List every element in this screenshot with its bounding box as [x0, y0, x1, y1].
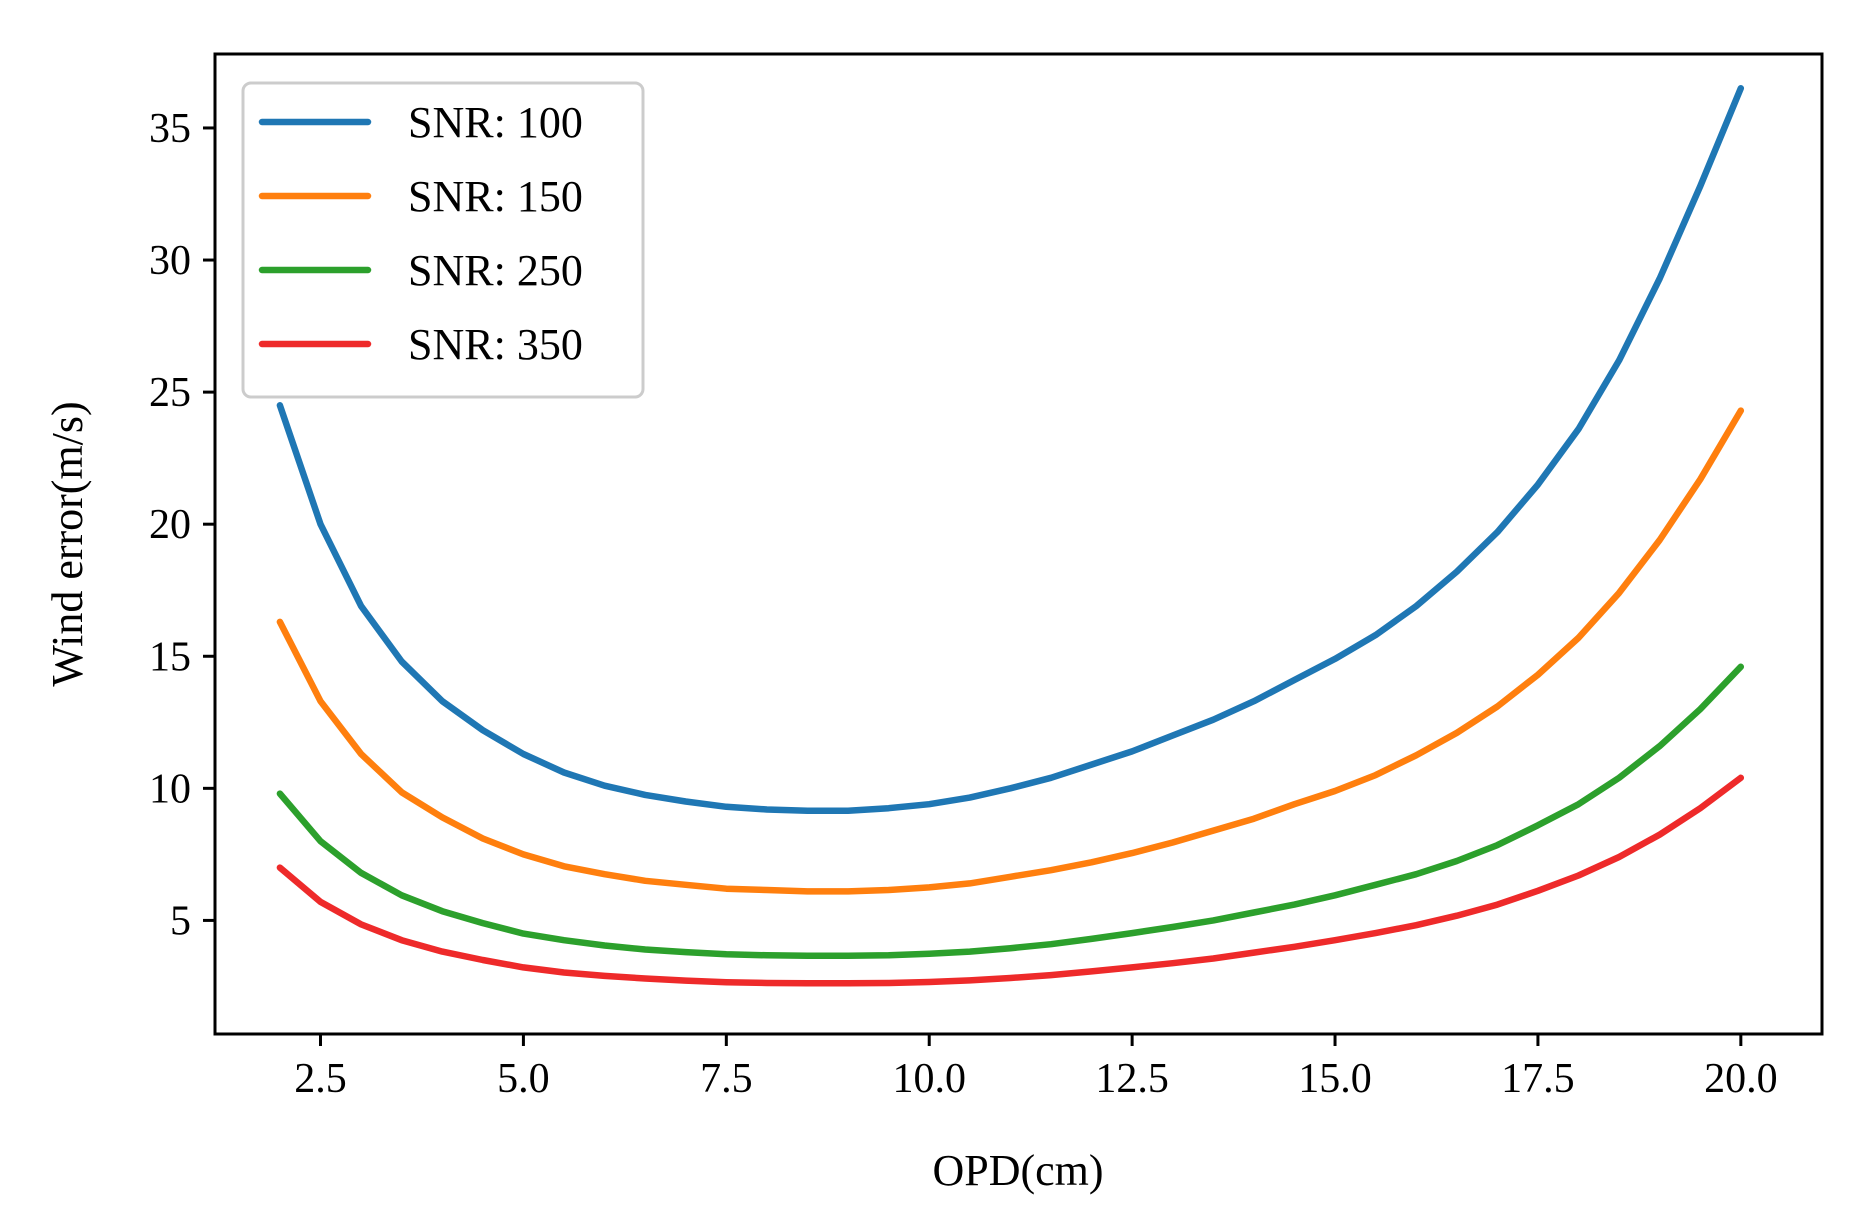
- x-tick-label: 2.5: [294, 1056, 347, 1102]
- legend-label-snr-150: SNR: 150: [408, 172, 583, 221]
- y-tick-label: 5: [170, 898, 191, 944]
- x-tick-label: 20.0: [1704, 1056, 1778, 1102]
- x-tick-label: 15.0: [1298, 1056, 1372, 1102]
- y-tick-label: 25: [149, 370, 191, 416]
- legend-label-snr-250: SNR: 250: [408, 246, 583, 295]
- legend: SNR: 100 SNR: 150 SNR: 250 SNR: 350: [243, 83, 643, 397]
- legend-label-snr-350: SNR: 350: [408, 320, 583, 369]
- y-tick-label: 30: [149, 238, 191, 284]
- x-tick-label: 17.5: [1501, 1056, 1575, 1102]
- legend-label-snr-100: SNR: 100: [408, 98, 583, 147]
- y-tick-label: 20: [149, 502, 191, 548]
- series-line-snr-350: [280, 778, 1741, 984]
- y-axis-ticks: 5 10 15 20 25 30 35: [149, 106, 215, 944]
- x-axis-label: OPD(cm): [932, 1146, 1103, 1195]
- x-tick-label: 5.0: [497, 1056, 550, 1102]
- y-tick-label: 10: [149, 766, 191, 812]
- x-axis-ticks: 2.5 5.0 7.5 10.0 12.5 15.0 17.5 20.0: [294, 1034, 1777, 1102]
- line-chart: 2.5 5.0 7.5 10.0 12.5 15.0 17.5 20.0 5 10 15 20 25 3…: [0, 0, 1854, 1224]
- x-tick-label: 10.0: [892, 1056, 966, 1102]
- series-line-snr-250: [280, 667, 1741, 956]
- y-tick-label: 35: [149, 106, 191, 152]
- series-line-snr-150: [280, 411, 1741, 892]
- y-axis-label: Wind error(m/s): [43, 401, 92, 686]
- y-tick-label: 15: [149, 634, 191, 680]
- x-tick-label: 12.5: [1095, 1056, 1169, 1102]
- x-tick-label: 7.5: [700, 1056, 753, 1102]
